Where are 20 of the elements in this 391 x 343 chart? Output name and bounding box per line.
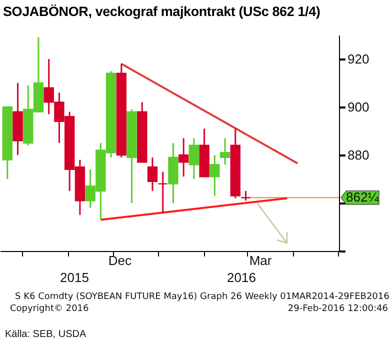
y-tick-label: 900 — [348, 100, 370, 114]
y-tick-label: 920 — [348, 52, 370, 66]
candlestick — [188, 137, 200, 180]
candlestick — [240, 190, 251, 202]
candlestick — [210, 154, 220, 197]
text: S K6 Comdty (SOYBEAN FUTURE May16) Graph 26 Weekly 01MAR2014-29FEB2016 — [14, 291, 390, 303]
candlestick — [178, 137, 189, 178]
chart-title: SOJABÖNOR, veckograf majkontrakt (USc 862 1/4) — [2, 3, 322, 21]
candlestick — [220, 137, 230, 166]
text: Copyright© 2016 — [10, 303, 89, 315]
text: 2015 — [60, 270, 89, 285]
x-tick-label: Mar — [249, 253, 272, 268]
candlestick — [158, 171, 168, 214]
candlestick — [147, 156, 158, 192]
y-tick-label: 880 — [348, 148, 370, 162]
text: Källa: SEB, USDA — [4, 329, 88, 340]
ref-line-label: 862¼ — [346, 190, 379, 205]
x-tick-label: Dec — [108, 253, 132, 268]
text: 29-Feb-2016 12:00:46 — [288, 303, 388, 315]
text: 2016 — [227, 270, 256, 285]
